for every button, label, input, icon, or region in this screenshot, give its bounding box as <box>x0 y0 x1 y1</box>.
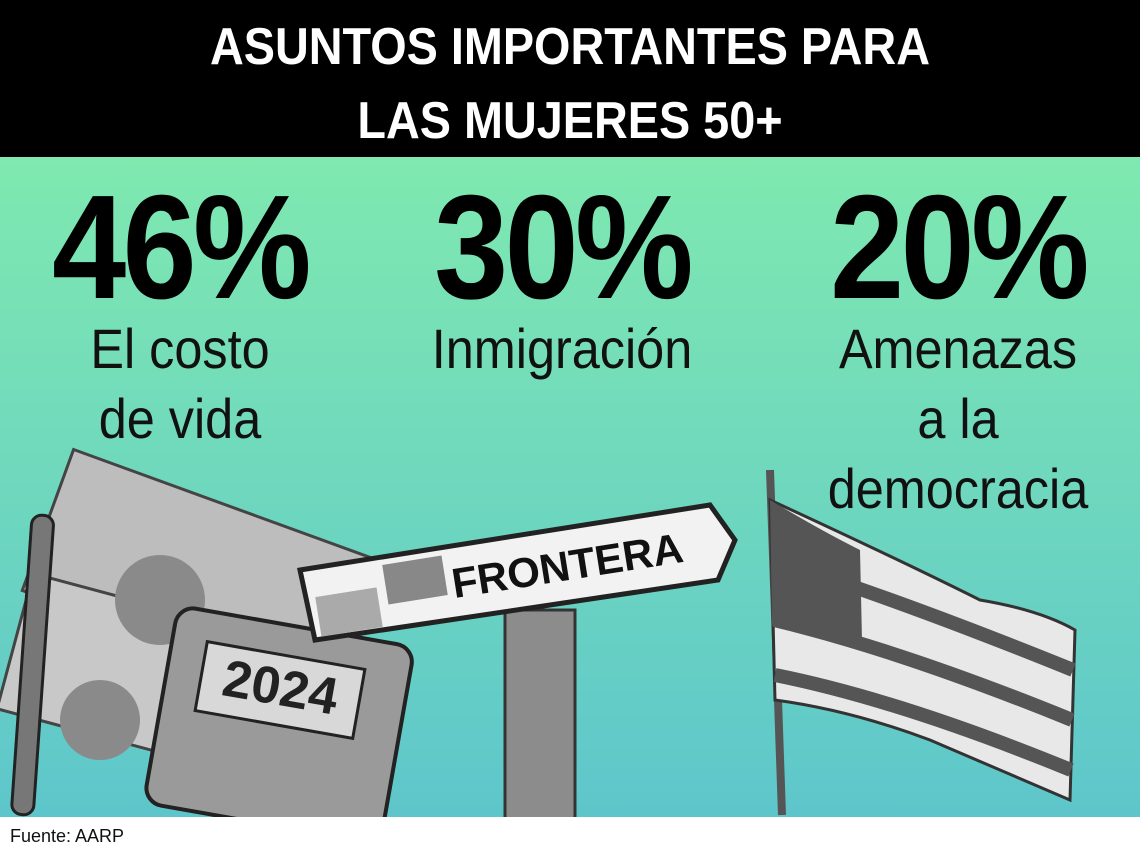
money-illustration: 2024 <box>0 447 414 844</box>
footer-bar <box>0 817 1140 855</box>
stat-label: democracia <box>828 459 1089 521</box>
stat-label: a la <box>917 389 999 451</box>
stat-label: Inmigración <box>432 319 692 381</box>
stat-percent: 30% <box>434 165 690 330</box>
stat-label: Amenazas <box>839 319 1077 381</box>
stat-label: de vida <box>99 389 262 451</box>
flag-illustration <box>766 469 1077 816</box>
header-bar <box>0 0 1140 157</box>
title-line: ASUNTOS IMPORTANTES PARA <box>210 18 930 76</box>
stat-percent: 46% <box>52 165 308 330</box>
stat-label: El costo <box>90 319 269 381</box>
stat-percent: 20% <box>830 165 1086 330</box>
title-line: LAS MUJERES 50+ <box>357 92 782 150</box>
source: Fuente: AARP <box>10 826 124 846</box>
